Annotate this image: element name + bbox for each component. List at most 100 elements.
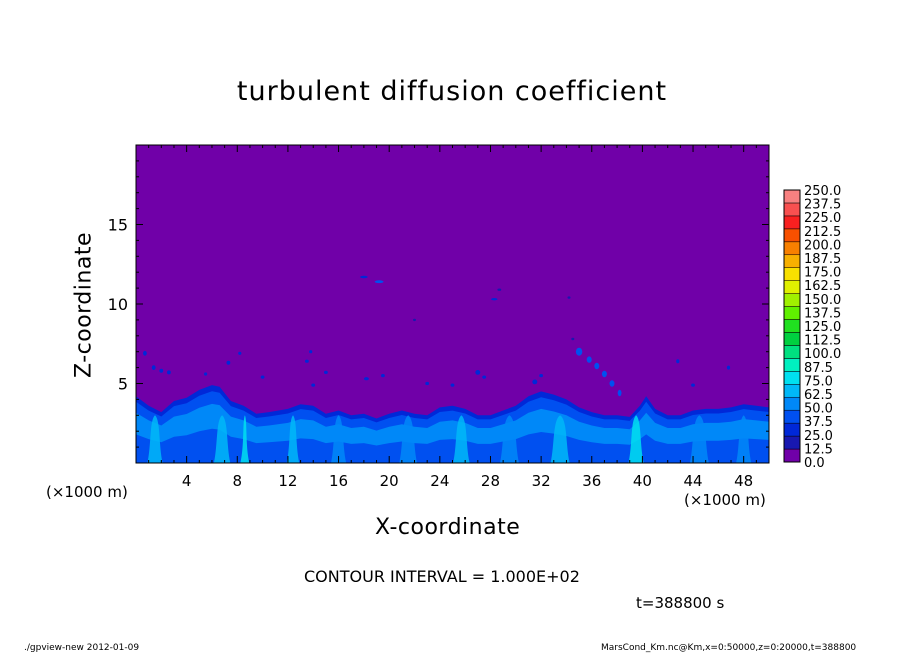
program-info: ./gpview-new 2012-01-09 <box>24 643 140 653</box>
turbulent-patch <box>594 362 600 370</box>
x-tick-label: 24 <box>430 472 449 490</box>
colorbar-swatch <box>783 358 801 372</box>
x-tick-label: 20 <box>380 472 399 490</box>
plume <box>286 415 300 463</box>
turbulent-patch <box>204 372 208 376</box>
colorbar-label: 12.5 <box>804 442 833 457</box>
x-tick-label: 28 <box>481 472 500 490</box>
chart-title: turbulent diffusion coefficient <box>236 76 668 107</box>
turbulent-patch <box>726 365 731 370</box>
colorbar-label: 237.5 <box>804 198 841 213</box>
plume <box>628 415 644 463</box>
turbulent-patch <box>532 379 538 385</box>
colorbar-label: 112.5 <box>804 334 841 349</box>
turbulent-patch <box>691 383 695 387</box>
turbulent-patch <box>159 368 164 373</box>
plume <box>736 415 752 463</box>
turbulent-patch <box>425 381 430 386</box>
plume <box>213 415 231 463</box>
turbulent-patch <box>571 337 575 341</box>
turbulent-patch <box>324 370 328 374</box>
turbulent-patch <box>676 359 680 364</box>
turbulent-patch <box>586 356 592 363</box>
colorbar-label: 62.5 <box>804 388 833 403</box>
turbulent-patch <box>226 360 231 365</box>
contour-interval-text: CONTOUR INTERVAL = 1.000E+02 <box>304 567 580 586</box>
plume <box>399 415 418 463</box>
x-axis-unit-label: (×1000 m) <box>684 491 766 509</box>
y-tick-label: 15 <box>108 216 128 235</box>
plume <box>453 415 470 463</box>
x-tick-label: 16 <box>329 472 348 490</box>
colorbar-swatch <box>783 371 801 385</box>
turbulent-patch <box>143 350 147 356</box>
colorbar-label: 250.0 <box>804 184 841 199</box>
x-tick-label: 32 <box>532 472 551 490</box>
colorbar-frame <box>783 189 801 463</box>
turbulent-patch <box>567 296 571 299</box>
colorbar-label: 87.5 <box>804 361 833 376</box>
colorbar-label: 137.5 <box>804 306 841 321</box>
turbulent-patch <box>360 275 368 279</box>
turbulent-patch <box>450 383 455 387</box>
turbulent-patch <box>363 377 369 381</box>
colorbar-swatch <box>783 215 801 230</box>
x-axis: 4 8 12 16 20 24 28 32 36 40 44 48 <box>148 145 757 490</box>
turbulent-patch <box>475 370 481 375</box>
colorbar-label: 75.0 <box>804 374 833 389</box>
turbulent-patch <box>601 370 607 378</box>
turbulent-patch <box>539 374 543 378</box>
x-tick-label: 8 <box>233 472 243 490</box>
colorbar-swatch <box>783 293 801 307</box>
colorbar-swatch <box>783 241 801 256</box>
turbulent-patch <box>238 351 242 355</box>
colorbar-label: 0.0 <box>804 456 825 471</box>
x-tick-label: 44 <box>683 472 702 490</box>
turbulent-patch <box>309 350 313 354</box>
colorbar-swatch <box>783 422 801 437</box>
plume <box>550 415 570 463</box>
colorbar-swatch <box>783 280 801 294</box>
turbulent-patch <box>374 280 384 284</box>
colorbar-swatch <box>783 435 801 450</box>
colorbar-swatch <box>783 228 801 243</box>
y-tick-label: 5 <box>118 375 128 394</box>
colorbar-label: 162.5 <box>804 279 841 294</box>
colorbar-label: 150.0 <box>804 293 841 308</box>
plume <box>689 415 709 463</box>
colorbar-label: 100.0 <box>804 347 841 362</box>
file-info: MarsCond_Km.nc@Km,x=0:50000,z=0:20000,t=… <box>601 643 857 653</box>
turbulent-patch <box>151 365 156 370</box>
colorbar-swatch <box>783 332 801 346</box>
turbulent-patch <box>491 298 498 301</box>
turbulent-patch <box>381 374 385 378</box>
colorbar-swatch <box>783 319 801 333</box>
x-tick-label: 40 <box>633 472 652 490</box>
plume <box>147 415 163 463</box>
x-tick-label: 4 <box>182 472 192 490</box>
contour-field <box>136 145 769 463</box>
colorbar-swatch <box>783 396 801 411</box>
colorbar-swatch <box>783 254 801 268</box>
colorbar-swatch <box>783 448 801 463</box>
turbulent-patch <box>413 318 416 322</box>
x-tick-label: 48 <box>734 472 753 490</box>
y-tick-label: 10 <box>108 295 128 314</box>
turbulent-patch <box>575 347 583 356</box>
x-tick-label: 36 <box>582 472 601 490</box>
colorbar-label: 37.5 <box>804 415 833 430</box>
turbulent-patch <box>260 375 265 379</box>
colorbar-swatch <box>783 189 801 204</box>
colorbar-swatch <box>783 306 801 320</box>
colorbar-swatch <box>783 345 801 359</box>
time-label: t=388800 s <box>636 594 725 612</box>
colorbar-label: 175.0 <box>804 266 841 281</box>
turbulent-patch <box>482 375 487 379</box>
y-axis-label: Z-coordinate <box>71 232 97 378</box>
colorbar-swatch <box>783 409 801 424</box>
turbulent-patch <box>311 383 316 387</box>
plume <box>240 415 250 463</box>
colorbar: 0.012.525.037.550.062.575.087.5100.0112.… <box>783 184 841 471</box>
colorbar-swatch <box>783 267 801 281</box>
x-axis-label: X-coordinate <box>375 515 521 540</box>
